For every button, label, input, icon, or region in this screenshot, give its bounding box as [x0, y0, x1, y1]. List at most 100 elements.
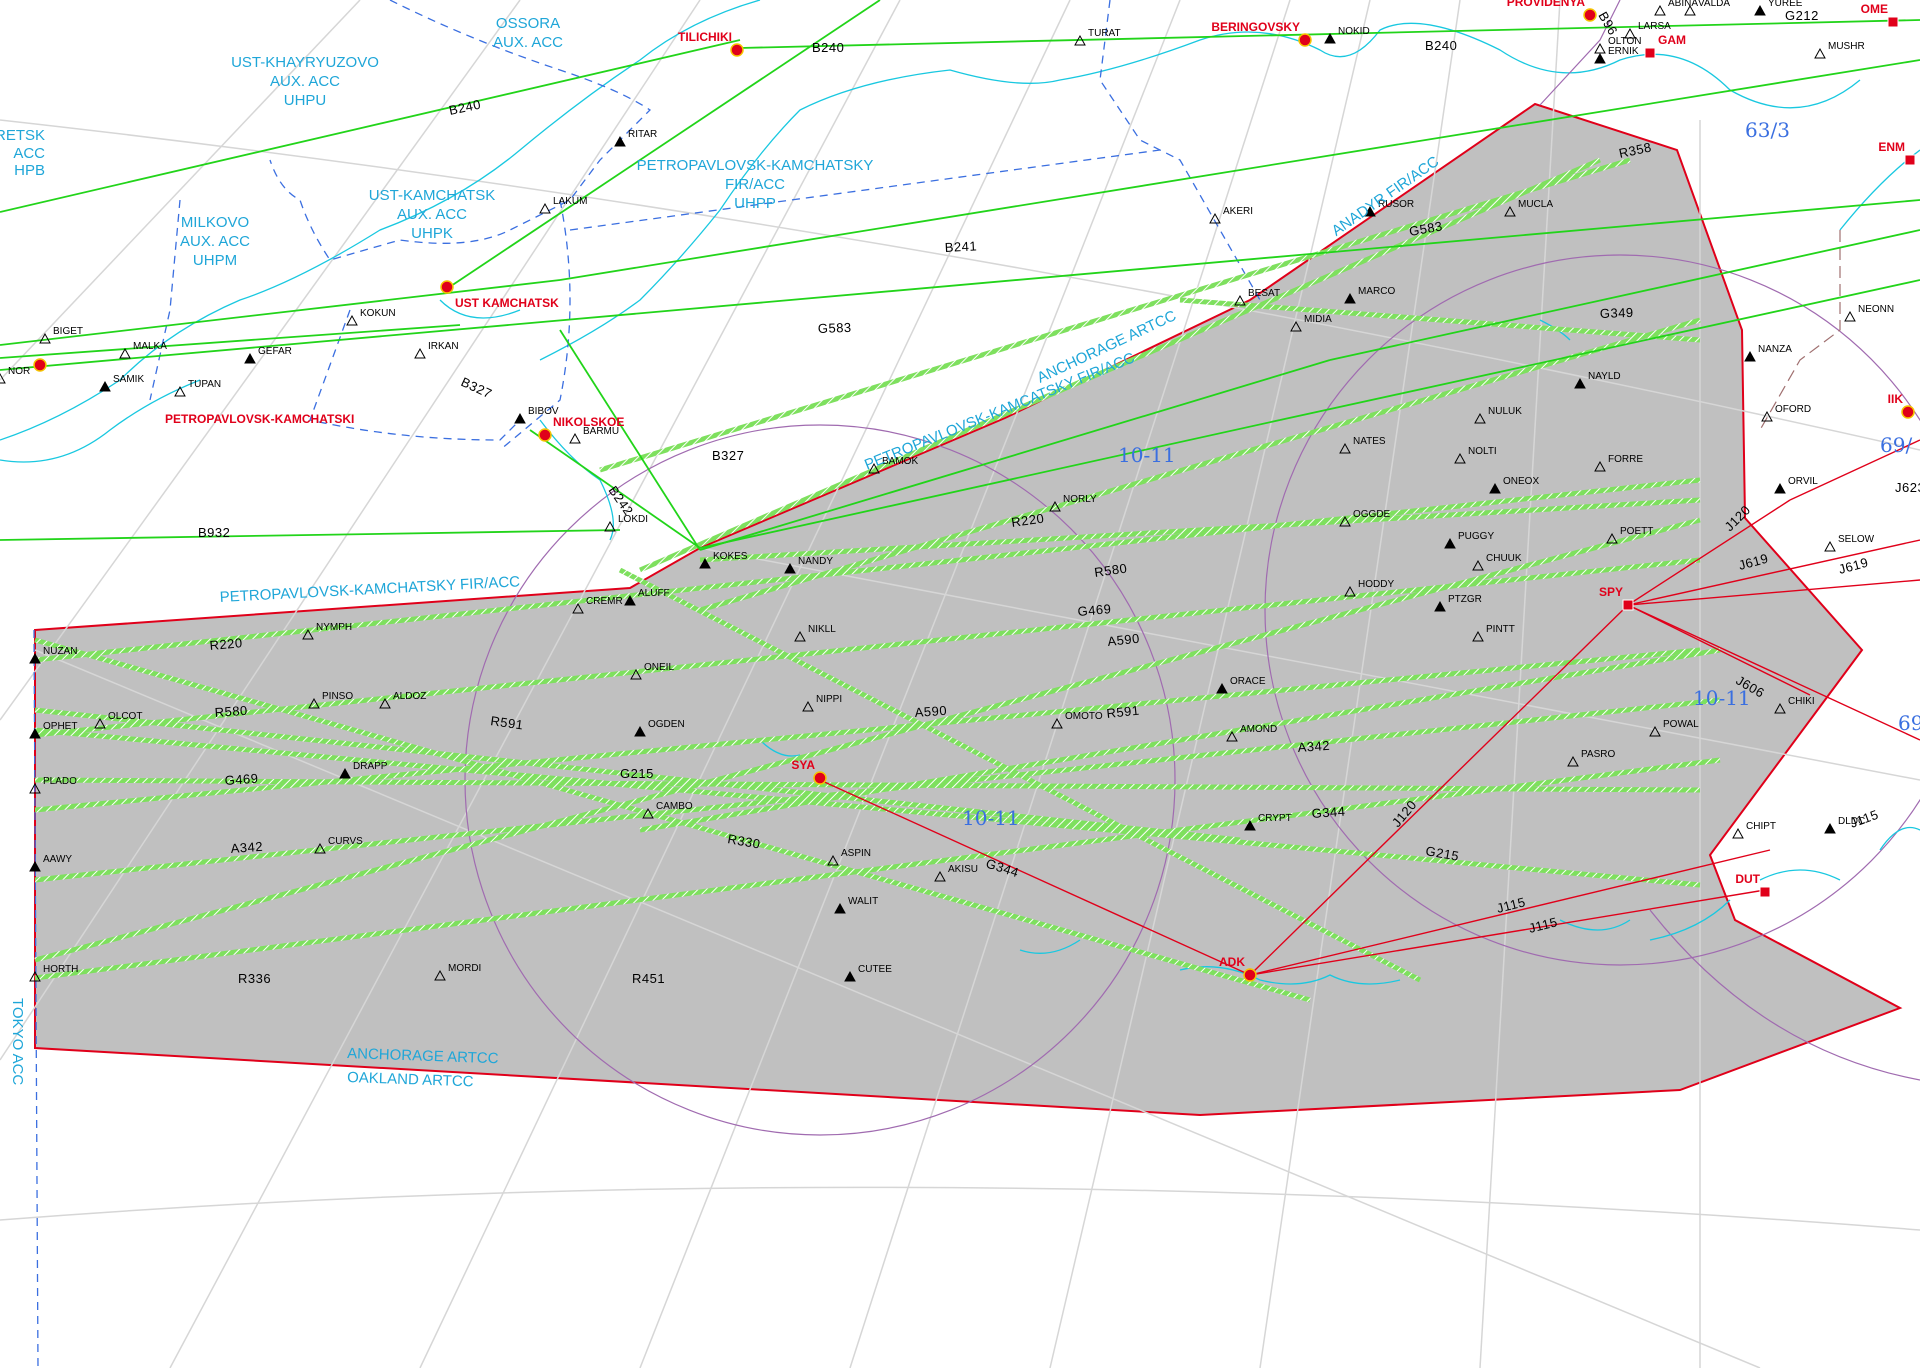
- graticule-line: [0, 0, 361, 381]
- fix-triangle-icon: [94, 717, 106, 729]
- airway: [0, 324, 461, 359]
- route-label: G212: [1785, 8, 1819, 23]
- fix-label: NOR: [8, 366, 30, 377]
- region-label: UHPP: [734, 195, 776, 212]
- graticule-line: [699, 547, 1920, 781]
- fix-triangle-icon: [308, 697, 320, 709]
- fix-label: MARCO: [1358, 286, 1395, 297]
- jet-route: [1627, 604, 1920, 741]
- route-label: R220: [1010, 511, 1045, 530]
- fix-label: CURVS: [328, 836, 363, 847]
- region-label: UHPU: [284, 92, 327, 109]
- chart-page-reference: 10-11: [962, 806, 1020, 830]
- fix-label: NAYLD: [1588, 371, 1621, 382]
- region-label: ACC: [13, 145, 45, 162]
- fix-triangle-icon: [1324, 32, 1336, 44]
- fix-triangle-icon: [934, 870, 946, 882]
- fix-triangle-icon: [339, 767, 351, 779]
- airway: [559, 329, 701, 551]
- navaid-icon: [1887, 16, 1899, 28]
- fix-label: ASPIN: [841, 848, 871, 859]
- fix-label: KOKUN: [360, 308, 396, 319]
- route-label: G583: [1408, 218, 1444, 239]
- fix-triangle-icon: [0, 372, 6, 384]
- fix-triangle-icon: [1434, 600, 1446, 612]
- navaid-icon: [730, 43, 744, 57]
- fix-label: ONEIL: [644, 662, 674, 673]
- route-label: B240: [448, 97, 483, 118]
- fix-triangle-icon: [414, 347, 426, 359]
- fix-triangle-icon: [1824, 540, 1836, 552]
- fix-triangle-icon: [302, 628, 314, 640]
- fix-label: OMOTO: [1065, 711, 1103, 722]
- route-label: B327: [459, 374, 495, 401]
- graticule-line: [0, 119, 1920, 451]
- oceanic-airspace-area: [34, 102, 1903, 1117]
- fix-triangle-icon: [29, 860, 41, 872]
- coastline: [539, 22, 1861, 361]
- oceanic-route: [599, 157, 1631, 473]
- region-label: AUX. ACC: [493, 34, 563, 51]
- fix-triangle-icon: [1574, 377, 1586, 389]
- navaid-icon: [1243, 968, 1257, 982]
- fix-label: ONEOX: [1503, 476, 1539, 487]
- navaid-label: TILICHIKI: [678, 30, 732, 44]
- navaid-icon: [1901, 405, 1915, 419]
- fix-label: ABINA: [1668, 0, 1698, 9]
- fix-label: RITAR: [628, 129, 657, 140]
- fix-triangle-icon: [604, 520, 616, 532]
- region-label: FIR/ACC: [725, 176, 785, 193]
- region-label: ANCHORAGE ARTCC: [347, 1045, 499, 1067]
- fix-label: NIPPI: [816, 694, 842, 705]
- fix-triangle-icon: [244, 352, 256, 364]
- region-label: UHPK: [411, 225, 453, 242]
- chart-page-reference: 69: [1898, 711, 1920, 735]
- oceanic-route: [639, 157, 1601, 573]
- fix-label: NIKLL: [808, 624, 836, 635]
- fix-label: ORVIL: [1788, 476, 1818, 487]
- fix-triangle-icon: [1444, 537, 1456, 549]
- fix-triangle-icon: [1814, 47, 1826, 59]
- fix-label: ERNIK: [1608, 46, 1639, 57]
- fix-label: LARSA: [1638, 21, 1671, 32]
- navaid-icon: [1622, 599, 1634, 611]
- fix-label: NOLTI: [1468, 446, 1497, 457]
- region-label: PETROPAVLOVSK-KAMCHATSKY: [637, 157, 874, 174]
- route-label: R580: [1093, 561, 1128, 580]
- region-label: UHPM: [193, 252, 237, 269]
- fix-label: BAMOK: [882, 456, 918, 467]
- fix-triangle-icon: [1624, 27, 1636, 39]
- fix-triangle-icon: [1684, 4, 1696, 16]
- region-label: OAKLAND ARTCC: [347, 1069, 474, 1090]
- fir-boundary: [1099, 0, 1261, 301]
- region-label: TOKYO ACC: [9, 998, 26, 1085]
- chart-page-reference: 69/: [1880, 433, 1912, 457]
- navaid-label: DUT: [1735, 872, 1760, 886]
- fix-triangle-icon: [572, 602, 584, 614]
- oceanic-route: [639, 647, 1721, 833]
- fix-triangle-icon: [1074, 34, 1086, 46]
- sya-range-circle: [464, 424, 1176, 1136]
- airways: [0, 0, 1920, 1003]
- fix-triangle-icon: [1244, 819, 1256, 831]
- fix-triangle-icon: [642, 807, 654, 819]
- fix-label: NUZAN: [43, 646, 77, 657]
- fix-label: NATES: [1353, 436, 1386, 447]
- fix-label: NYMPH: [316, 622, 352, 633]
- fix-label: NORLY: [1063, 494, 1097, 505]
- fix-triangle-icon: [630, 668, 642, 680]
- region-label: HPB: [14, 162, 45, 179]
- jet-route: [1627, 539, 1920, 606]
- graticule-line: [0, 1186, 1920, 1231]
- fix-label: LOKDI: [618, 514, 648, 525]
- fix-label: PUGGY: [1458, 531, 1494, 542]
- coastline: [1649, 899, 1731, 941]
- fix-triangle-icon: [1504, 205, 1516, 217]
- spy-range-circle: [1264, 254, 1920, 966]
- fir-boundary: [309, 309, 521, 441]
- fix-label: PLADO: [43, 776, 77, 787]
- fix-triangle-icon: [514, 412, 526, 424]
- route-label: R330: [726, 831, 761, 852]
- route-label: B96: [1595, 9, 1620, 38]
- fix-triangle-icon: [1774, 702, 1786, 714]
